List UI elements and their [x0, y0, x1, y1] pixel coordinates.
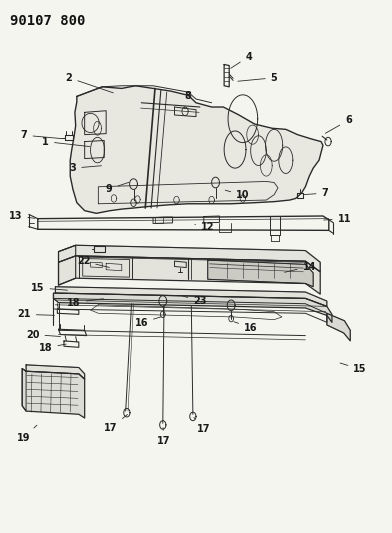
Polygon shape [58, 245, 320, 272]
Text: 10: 10 [225, 190, 250, 200]
Text: 14: 14 [285, 262, 316, 272]
Polygon shape [22, 368, 85, 418]
Text: 7: 7 [304, 188, 328, 198]
Polygon shape [58, 256, 320, 294]
Text: 90107 800: 90107 800 [11, 14, 86, 28]
Text: 7: 7 [21, 130, 62, 140]
Text: 1: 1 [42, 136, 90, 147]
Polygon shape [26, 365, 85, 379]
Text: 21: 21 [17, 309, 54, 319]
Text: 16: 16 [134, 317, 162, 328]
Polygon shape [70, 86, 323, 213]
Text: 11: 11 [324, 214, 351, 224]
Text: 2: 2 [66, 73, 113, 93]
Text: 16: 16 [234, 321, 258, 333]
Text: 23: 23 [181, 295, 207, 306]
Text: 5: 5 [238, 73, 278, 83]
Text: 9: 9 [106, 182, 129, 194]
Polygon shape [327, 313, 350, 341]
Text: 18: 18 [67, 297, 103, 308]
Polygon shape [208, 260, 313, 287]
Text: 19: 19 [16, 425, 37, 443]
Text: 17: 17 [194, 417, 211, 434]
Text: 15: 15 [340, 363, 367, 374]
Text: 4: 4 [231, 52, 252, 68]
Text: 17: 17 [104, 415, 127, 433]
Text: 20: 20 [26, 329, 60, 340]
Text: 3: 3 [70, 163, 102, 173]
Text: 18: 18 [39, 343, 66, 353]
Polygon shape [53, 293, 332, 322]
Polygon shape [55, 287, 327, 306]
Text: 13: 13 [9, 211, 35, 221]
Text: 8: 8 [184, 91, 192, 109]
Text: 17: 17 [157, 427, 171, 446]
Text: 12: 12 [195, 222, 214, 232]
Text: 15: 15 [31, 283, 67, 293]
Text: 22: 22 [77, 256, 109, 268]
Text: 6: 6 [325, 115, 352, 133]
